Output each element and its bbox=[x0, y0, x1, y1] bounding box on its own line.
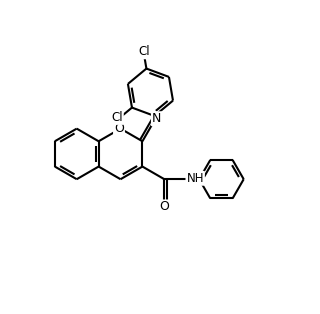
Text: O: O bbox=[114, 122, 124, 134]
Text: NH: NH bbox=[187, 172, 204, 185]
Text: Cl: Cl bbox=[111, 111, 123, 124]
Text: N: N bbox=[152, 112, 161, 125]
Text: O: O bbox=[159, 200, 169, 214]
Text: Cl: Cl bbox=[138, 45, 150, 58]
